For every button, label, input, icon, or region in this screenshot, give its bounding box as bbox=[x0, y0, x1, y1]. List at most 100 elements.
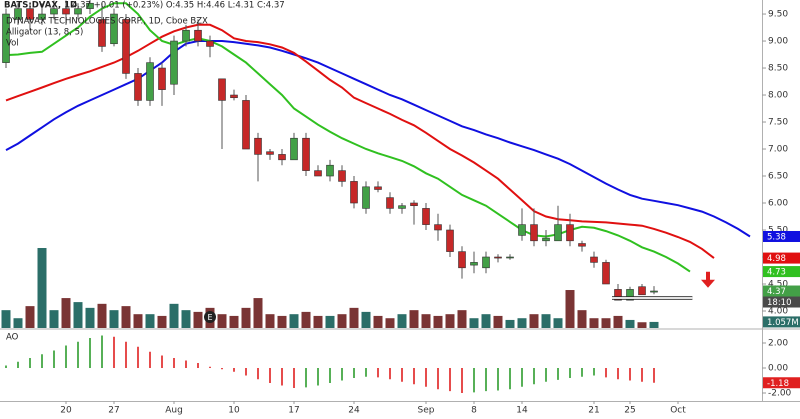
candle-body bbox=[194, 29, 202, 42]
volume-name: Vol bbox=[6, 39, 19, 49]
ao-bar bbox=[185, 360, 187, 368]
candle-body bbox=[230, 94, 238, 99]
ao-bar bbox=[209, 366, 211, 368]
ao-bar bbox=[449, 368, 451, 392]
volume-bar bbox=[109, 310, 119, 328]
volume-bar bbox=[145, 314, 155, 328]
volume-bar bbox=[133, 314, 143, 328]
candle-body bbox=[38, 13, 46, 20]
ao-tick-label: -2.00 bbox=[768, 389, 792, 399]
y-tick-label: 7.50 bbox=[768, 118, 788, 128]
ao-bar bbox=[65, 345, 67, 368]
volume-bar bbox=[229, 315, 239, 328]
ao-bar bbox=[233, 368, 235, 372]
ao-value-label: -1.18 bbox=[767, 379, 789, 389]
volume-bar bbox=[517, 318, 527, 328]
ao-bar bbox=[521, 368, 523, 387]
candle-body bbox=[350, 181, 358, 204]
candle-body bbox=[254, 137, 262, 155]
volume-bar bbox=[409, 310, 419, 328]
y-tick-label: 9.00 bbox=[768, 37, 788, 47]
candle-body bbox=[26, 8, 34, 20]
indicator-value-label: 5.38 bbox=[767, 232, 786, 242]
indicator-value-label-box bbox=[763, 230, 800, 242]
x-tick-label: Aug bbox=[165, 406, 183, 416]
candle-body bbox=[470, 262, 478, 266]
volume-bar bbox=[469, 318, 479, 328]
volume-bar bbox=[97, 303, 107, 328]
volume-bar bbox=[277, 315, 287, 328]
y-tick-label: 8.00 bbox=[768, 91, 788, 101]
volume-bar bbox=[337, 314, 347, 328]
ao-bar bbox=[341, 368, 343, 381]
candle-body bbox=[86, 2, 94, 9]
volume-bar bbox=[253, 298, 263, 328]
ao-bar bbox=[533, 368, 535, 385]
ao-bar bbox=[377, 368, 379, 378]
ao-bar bbox=[173, 358, 175, 368]
candle-body bbox=[50, 8, 58, 15]
x-tick-label: 27 bbox=[108, 406, 119, 416]
ao-bar bbox=[317, 368, 319, 386]
candle-body bbox=[446, 229, 454, 252]
candle-body bbox=[110, 13, 118, 45]
ao-bar bbox=[305, 368, 307, 388]
candle-body bbox=[122, 19, 130, 74]
y-tick-label: 8.50 bbox=[768, 64, 788, 74]
volume-bar bbox=[373, 315, 383, 328]
ao-bar bbox=[329, 368, 331, 383]
candle-body bbox=[590, 256, 598, 263]
ao-bar bbox=[365, 368, 367, 377]
candle-body bbox=[626, 289, 634, 301]
candle-body bbox=[158, 67, 166, 90]
ao-bar bbox=[509, 368, 511, 390]
quote: 4.37 +0.01 (+0.23%) O:4.35 H:4.46 L:4.31… bbox=[72, 1, 285, 11]
x-tick-label: 8 bbox=[471, 406, 477, 416]
candle-body bbox=[326, 164, 334, 177]
ao-bar bbox=[77, 341, 79, 368]
volume-bar bbox=[325, 315, 335, 328]
volume-bar bbox=[349, 307, 359, 328]
ao-bar bbox=[593, 368, 595, 376]
volume-bar bbox=[613, 315, 623, 328]
candle-body bbox=[134, 73, 142, 101]
ao-bar bbox=[125, 341, 127, 368]
volume-bar bbox=[1, 310, 11, 328]
volume-bar bbox=[25, 306, 35, 328]
volume-bar bbox=[361, 311, 371, 328]
earnings-label: E bbox=[207, 313, 212, 322]
x-tick-label: Oct bbox=[670, 406, 686, 416]
ao-bar bbox=[161, 355, 163, 368]
volume-bar bbox=[445, 314, 455, 328]
candle-body bbox=[494, 256, 502, 259]
volume-bar bbox=[625, 319, 635, 328]
ao-tick-label: 2.00 bbox=[768, 339, 788, 349]
volume-bar bbox=[493, 315, 503, 328]
candle-body bbox=[182, 29, 190, 42]
ao-bar bbox=[473, 368, 475, 393]
x-tick-label: 14 bbox=[516, 406, 528, 416]
price-pane: E bbox=[1, 0, 751, 328]
volume-bar bbox=[61, 298, 71, 328]
candle-body bbox=[410, 202, 418, 207]
volume-bar bbox=[85, 307, 95, 328]
volume-bar bbox=[421, 314, 431, 328]
candle-body bbox=[458, 251, 466, 269]
ao-bar bbox=[137, 346, 139, 368]
down-arrow bbox=[701, 271, 715, 288]
candle-body bbox=[302, 137, 310, 171]
volume-bar bbox=[589, 318, 599, 328]
candle-body bbox=[206, 40, 214, 47]
ao-bar bbox=[197, 363, 199, 368]
x-tick-label: 25 bbox=[624, 406, 635, 416]
ao-bar bbox=[389, 368, 391, 380]
ao-bar bbox=[557, 368, 559, 380]
volume-value-label: 1.057M bbox=[767, 318, 799, 328]
candle-body bbox=[62, 8, 70, 15]
y-tick-label: 4.50 bbox=[768, 279, 788, 289]
countdown-label-box bbox=[763, 296, 800, 308]
ao-bar bbox=[461, 368, 463, 393]
volume-bar bbox=[157, 315, 167, 328]
